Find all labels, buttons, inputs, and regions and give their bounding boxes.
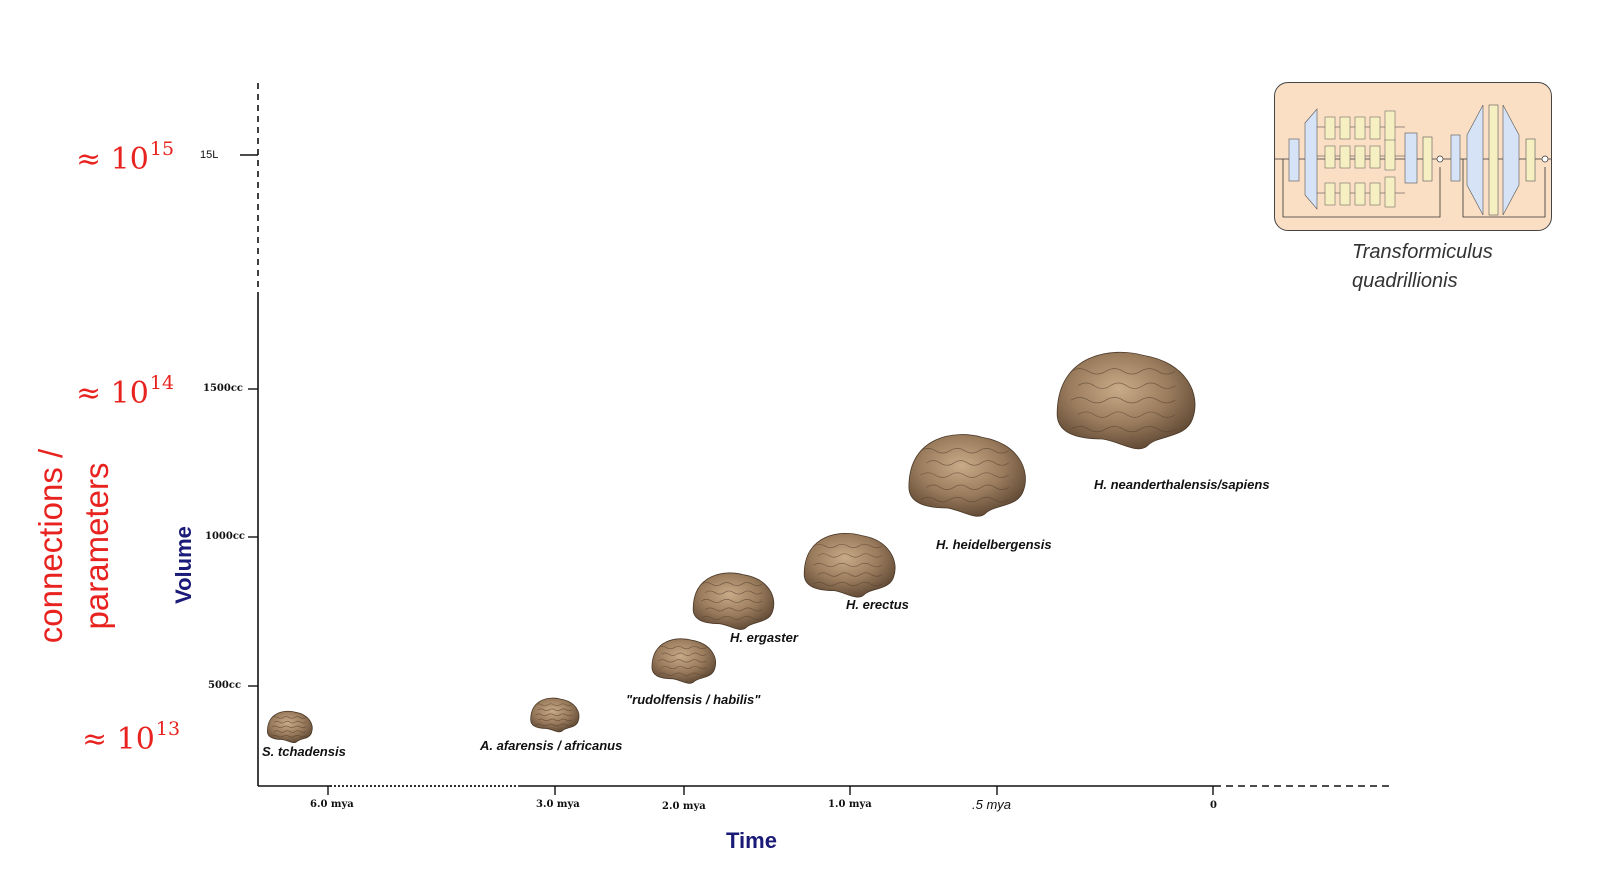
secondary-tick-1e15: ≈ 1015	[76, 138, 174, 177]
species-label-tchadensis: S. tchadensis	[262, 744, 346, 759]
head-block-2-1	[1339, 182, 1351, 206]
gelu-block	[1488, 104, 1499, 216]
x-tick-1mya: 1.0 mya	[828, 799, 872, 810]
head-block-2-0	[1324, 182, 1336, 206]
brain-mark-4	[803, 533, 896, 598]
x-tick-3mya: 3.0 mya	[536, 799, 580, 810]
x-axis-label: Time	[726, 828, 777, 853]
secondary-tick-1e13-exp: 13	[155, 718, 181, 740]
species-label-sapiens: H. neanderthalensis/sapiens	[1094, 477, 1270, 492]
secondary-tick-1e14: ≈ 1014	[76, 372, 174, 411]
dropout-block-2	[1525, 138, 1536, 182]
head-block-2-4	[1384, 176, 1396, 208]
head-block-2-2	[1354, 182, 1366, 206]
head-block-1-4	[1384, 139, 1396, 171]
y-tick-1000cc: 1000cc	[205, 531, 246, 542]
head-block-1-0	[1324, 145, 1336, 169]
head-block-0-3	[1369, 116, 1381, 140]
brain-shape-6	[1056, 351, 1196, 450]
transformer-diagram-svg	[1275, 104, 1551, 218]
x-tick-half-mya: .5 mya	[972, 797, 1012, 812]
brain-shape-4	[803, 533, 896, 598]
head-block-1-3	[1369, 145, 1381, 169]
brain-mark-5	[908, 434, 1026, 517]
head-block-1-1	[1339, 145, 1351, 169]
secondary-tick-1e13: ≈ 1013	[82, 718, 180, 757]
brain-marks	[267, 351, 1196, 744]
mlp-linear-1-block	[1466, 104, 1484, 216]
head-block-0-0	[1324, 116, 1336, 140]
secondary-tick-1e13-base: ≈ 10	[82, 722, 155, 757]
brain-mark-1	[530, 697, 580, 733]
head-block-1-2	[1354, 145, 1366, 169]
head-block-0-1	[1339, 116, 1351, 140]
secondary-tick-1e15-base: ≈ 10	[76, 142, 149, 177]
transformer-caption: Transformiculus quadrillionis	[1352, 238, 1493, 296]
species-label-afarensis: A. afarensis / africanus	[480, 738, 623, 753]
y-tick-15L: 15L	[200, 149, 219, 161]
head-block-0-2	[1354, 116, 1366, 140]
head-block-0-4	[1384, 110, 1396, 142]
secondary-tick-1e15-exp: 15	[149, 138, 175, 160]
y-tick-500cc: 500cc	[208, 680, 242, 691]
brain-mark-6	[1056, 351, 1196, 450]
transformer-caption-line2: quadrillionis	[1352, 270, 1458, 292]
transformer-caption-line1: Transformiculus	[1352, 241, 1493, 263]
species-label-ergaster: H. ergaster	[730, 630, 798, 645]
species-label-habilis: "rudolfensis / habilis"	[626, 692, 761, 707]
brain-shape-5	[908, 434, 1026, 517]
x-tick-0: 0	[1210, 800, 1217, 811]
secondary-tick-1e14-base: ≈ 10	[76, 376, 149, 411]
x-tick-6mya: 6.0 mya	[310, 799, 354, 810]
add-node-2	[1541, 155, 1549, 163]
brain-shape-1	[530, 697, 580, 733]
linear-trapezoid-block	[1304, 108, 1318, 210]
dropout-block	[1422, 136, 1433, 182]
layernorm-block	[1288, 138, 1300, 182]
brain-mark-3	[692, 572, 775, 630]
species-label-heidelbergensis: H. heidelbergensis	[936, 537, 1052, 552]
brain-mark-2	[651, 638, 716, 684]
species-label-erectus: H. erectus	[846, 597, 909, 612]
linear-block	[1404, 132, 1418, 184]
brain-mark-0	[267, 710, 313, 744]
transformer-diagram	[1274, 82, 1552, 231]
mlp-linear-2-block	[1502, 104, 1520, 216]
brain-shape-3	[692, 572, 775, 630]
head-block-2-3	[1369, 182, 1381, 206]
brain-shape-2	[651, 638, 716, 684]
add-node	[1436, 155, 1444, 163]
attention-heads	[1317, 110, 1405, 208]
layernorm-block-2	[1450, 134, 1461, 182]
secondary-tick-1e14-exp: 14	[149, 372, 175, 394]
y-tick-1500cc: 1500cc	[203, 383, 244, 394]
x-tick-2mya: 2.0 mya	[662, 801, 706, 812]
